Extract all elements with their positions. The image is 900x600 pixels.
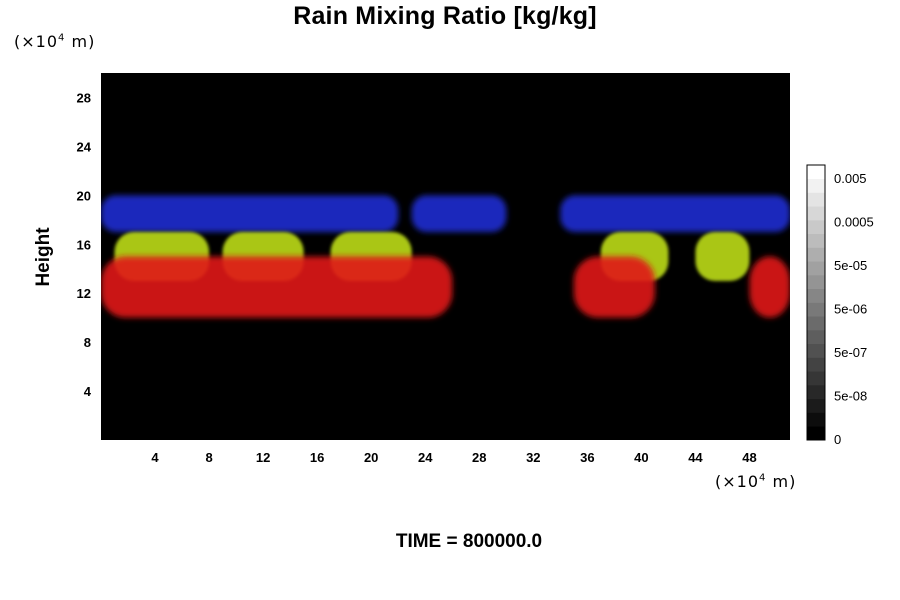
- colorbar-label: 5e-05: [834, 258, 867, 273]
- y-tick-label: 8: [84, 335, 91, 350]
- y-unit-prefix: (×10: [14, 32, 59, 51]
- colorbar-swatch: [807, 220, 825, 235]
- colorbar-swatch: [807, 316, 825, 331]
- x-tick-label: 40: [634, 450, 648, 465]
- colorbar-swatch: [807, 288, 825, 303]
- field-layers: [101, 195, 790, 318]
- colorbar-label: 5e-08: [834, 389, 867, 404]
- y-tick-label: 20: [77, 188, 91, 203]
- x-tick-label: 48: [742, 450, 756, 465]
- colorbar-label: 0: [834, 432, 841, 447]
- x-tick-label: 44: [688, 450, 703, 465]
- colorbar-label: 0.005: [834, 171, 867, 186]
- colorbar-swatch: [807, 426, 825, 441]
- colorbar-swatch: [807, 178, 825, 193]
- colorbar: 0 5e-08 5e-07 5e-06 5e-05 0.0005 0.005: [806, 164, 874, 447]
- colorbar-swatch: [807, 261, 825, 276]
- colorbar-swatch: [807, 192, 825, 207]
- field-layer: [101, 195, 790, 233]
- x-tick-label: 20: [364, 450, 378, 465]
- x-tick-label: 36: [580, 450, 594, 465]
- x-tick-label: 28: [472, 450, 486, 465]
- x-tick-label: 24: [418, 450, 433, 465]
- field-patch: [101, 256, 453, 318]
- colorbar-swatch: [807, 247, 825, 262]
- field-patch: [101, 195, 399, 233]
- x-unit-exponent: 4: [759, 472, 767, 484]
- field-patch: [749, 256, 790, 318]
- colorbar-swatch: [807, 206, 825, 221]
- colorbar-swatch: [807, 165, 825, 180]
- colorbar-swatch: [807, 233, 825, 248]
- time-label: TIME = 800000.0: [395, 531, 543, 552]
- x-unit-prefix: (×10: [715, 472, 760, 491]
- y-tick-labels: 4 8 12 16 20 24 28: [77, 90, 92, 399]
- x-unit-suffix: m): [766, 472, 797, 491]
- y-tick-label: 28: [77, 90, 91, 105]
- field-patch: [573, 256, 655, 318]
- x-tick-label: 12: [256, 450, 270, 465]
- y-tick-label: 4: [84, 384, 92, 399]
- x-tick-label: 8: [205, 450, 212, 465]
- colorbar-swatch: [807, 330, 825, 345]
- field-patch: [411, 195, 507, 233]
- y-unit-suffix: m): [65, 32, 96, 51]
- y-tick-label: 12: [77, 286, 91, 301]
- colorbar-swatch: [807, 302, 825, 317]
- x-tick-label: 32: [526, 450, 540, 465]
- x-tick-label: 16: [310, 450, 324, 465]
- colorbar-label: 5e-07: [834, 345, 867, 360]
- y-tick-label: 24: [77, 139, 92, 154]
- colorbar-swatch: [807, 357, 825, 372]
- colorbar-label: 0.0005: [834, 215, 874, 230]
- x-tick-label: 4: [151, 450, 159, 465]
- chart-title: Rain Mixing Ratio [kg/kg]: [293, 2, 597, 30]
- y-axis-unit: (×104 m): [14, 32, 95, 51]
- colorbar-swatch: [807, 385, 825, 400]
- colorbar-swatch: [807, 343, 825, 358]
- field-patch: [560, 195, 790, 233]
- colorbar-swatch: [807, 275, 825, 290]
- y-tick-label: 16: [77, 237, 91, 252]
- x-tick-labels: 4 8 12 16 20 24 28 32 36 40 44 48: [151, 450, 756, 465]
- colorbar-swatch: [807, 371, 825, 386]
- field-patch: [695, 232, 750, 281]
- colorbar-swatch: [807, 398, 825, 413]
- y-unit-exponent: 4: [58, 32, 66, 44]
- colorbar-swatch: [807, 412, 825, 427]
- field-layer: [101, 256, 790, 318]
- colorbar-label: 5e-06: [834, 302, 867, 317]
- x-axis-unit: (×104 m): [715, 472, 796, 491]
- colorbar-frame: [806, 164, 826, 441]
